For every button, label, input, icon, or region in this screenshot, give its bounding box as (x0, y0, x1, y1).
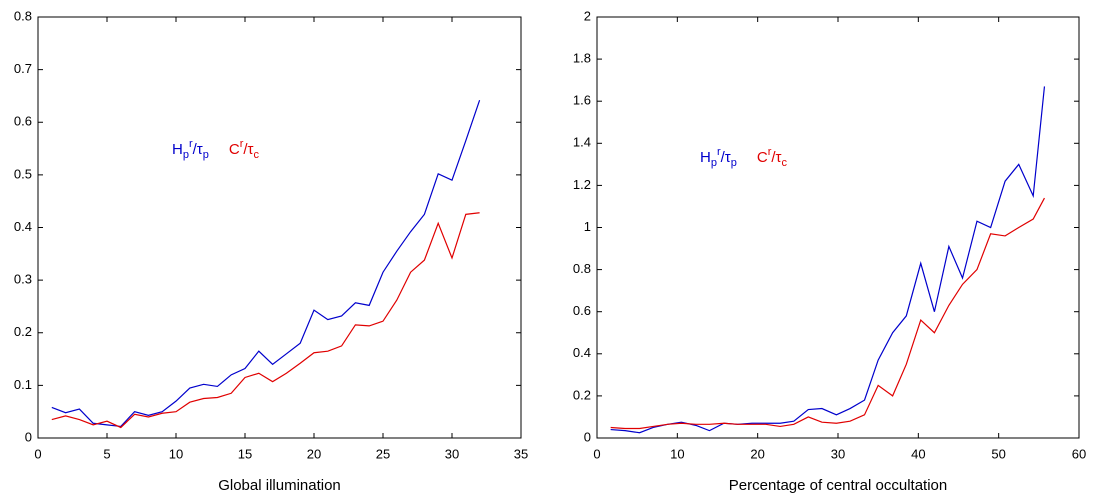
y-tick-label: 0.2 (14, 324, 32, 339)
plot-frame (37, 16, 522, 439)
legend-text: c (253, 149, 259, 161)
y-tick-label: 0.7 (14, 61, 32, 76)
y-tick-label: 0.1 (14, 377, 32, 392)
y-tick-label: 0 (584, 429, 591, 444)
x-tick-label: 10 (670, 446, 684, 461)
y-tick-label: 2 (584, 8, 591, 23)
legend-entry: Cr/τc (229, 138, 260, 161)
legend-text: r (189, 138, 193, 150)
y-tick-label: 1.8 (573, 51, 591, 66)
series-line (610, 86, 1046, 434)
legend-text: r (240, 138, 244, 150)
series-line (51, 99, 481, 428)
x-tick-label: 0 (593, 446, 600, 461)
legend-text: c (781, 157, 787, 169)
x-tick-label: 35 (514, 446, 528, 461)
x-tick-label: 60 (1072, 446, 1086, 461)
x-tick-label: 20 (307, 446, 321, 461)
y-tick-label: 1.4 (573, 135, 591, 150)
x-axis-label: Global illumination (218, 477, 341, 494)
y-tick-label: 0.4 (573, 345, 591, 360)
x-tick-label: 50 (991, 446, 1005, 461)
y-tick-label: 1.6 (573, 93, 591, 108)
x-tick-label: 20 (750, 446, 764, 461)
legend-entry: Hpr/τp (700, 146, 737, 169)
x-tick-label: 25 (376, 446, 390, 461)
legend-text: p (731, 157, 737, 169)
y-tick-label: 1.2 (573, 177, 591, 192)
y-tick-label: 0.6 (14, 114, 32, 129)
x-tick-label: 10 (169, 446, 183, 461)
y-tick-label: 0.8 (573, 261, 591, 276)
y-tick-label: 0.3 (14, 272, 32, 287)
legend-text: p (203, 149, 209, 161)
legend-text: /τ (243, 141, 253, 158)
legend-text: /τ (193, 141, 203, 158)
y-tick-label: 0 (25, 429, 32, 444)
y-tick-label: 0.5 (14, 166, 32, 181)
legend-text: r (768, 146, 772, 158)
y-tick-label: 0.6 (573, 303, 591, 318)
legend-text: p (183, 149, 189, 161)
x-axis-label: Percentage of central occultation (729, 477, 947, 494)
y-tick-label: 0.4 (14, 219, 32, 234)
y-tick-label: 1 (584, 219, 591, 234)
legend-text: p (711, 157, 717, 169)
x-tick-label: 5 (103, 446, 110, 461)
legend-text: /τ (771, 149, 781, 166)
legend-text: H (172, 141, 183, 158)
y-tick-label: 0.2 (573, 387, 591, 402)
legend-text: C (757, 149, 768, 166)
legend-text: H (700, 149, 711, 166)
plot-frame (596, 16, 1080, 439)
series-line (51, 212, 480, 429)
y-tick-label: 0.8 (14, 8, 32, 23)
x-tick-label: 15 (238, 446, 252, 461)
x-tick-label: 40 (911, 446, 925, 461)
series-line (610, 197, 1045, 430)
legend-entry: Cr/τc (757, 146, 788, 169)
legend-text: r (717, 146, 721, 158)
legend-text: /τ (721, 149, 731, 166)
x-tick-label: 30 (445, 446, 459, 461)
legend-entry: Hpr/τp (172, 138, 209, 161)
x-tick-label: 0 (34, 446, 41, 461)
legend-text: C (229, 141, 240, 158)
x-tick-label: 30 (831, 446, 845, 461)
